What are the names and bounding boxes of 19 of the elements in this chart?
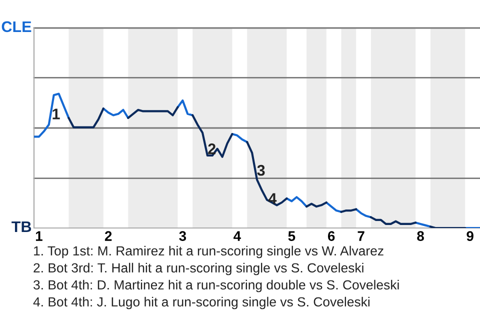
text: 2. Bot 3rd: T. Hall hit a run-scoring single vs S. Coveleski	[34, 262, 364, 276]
x-tick-label: 9	[466, 231, 474, 241]
x-tick-label: 4	[234, 231, 241, 241]
x-tick-label: 2	[104, 231, 112, 241]
x-tick-label: 7	[358, 231, 364, 241]
x-tick-label: 8	[417, 231, 424, 241]
x-tick-label: 6	[328, 231, 335, 241]
x-tick-label: 3	[179, 231, 186, 241]
text: CLE	[2, 21, 32, 32]
x-tick-label: 1	[36, 231, 42, 241]
text: 1. Top 1st: M. Ramirez hit a run-scoring single vs W. Alvarez	[34, 246, 384, 258]
text: 4. Bot 4th: J. Lugo hit a run-scoring single vs S. Coveleski	[33, 296, 370, 310]
annotation: 1	[52, 108, 60, 120]
x-tick-label: 5	[288, 231, 296, 241]
text: TB	[12, 221, 32, 232]
text: 3. Bot 4th: D. Martinez hit a run-scoring double vs S. Coveleski	[34, 280, 399, 292]
annotation: 3	[257, 164, 265, 176]
annotation: 4	[268, 193, 277, 204]
annotation: 2	[208, 143, 216, 154]
